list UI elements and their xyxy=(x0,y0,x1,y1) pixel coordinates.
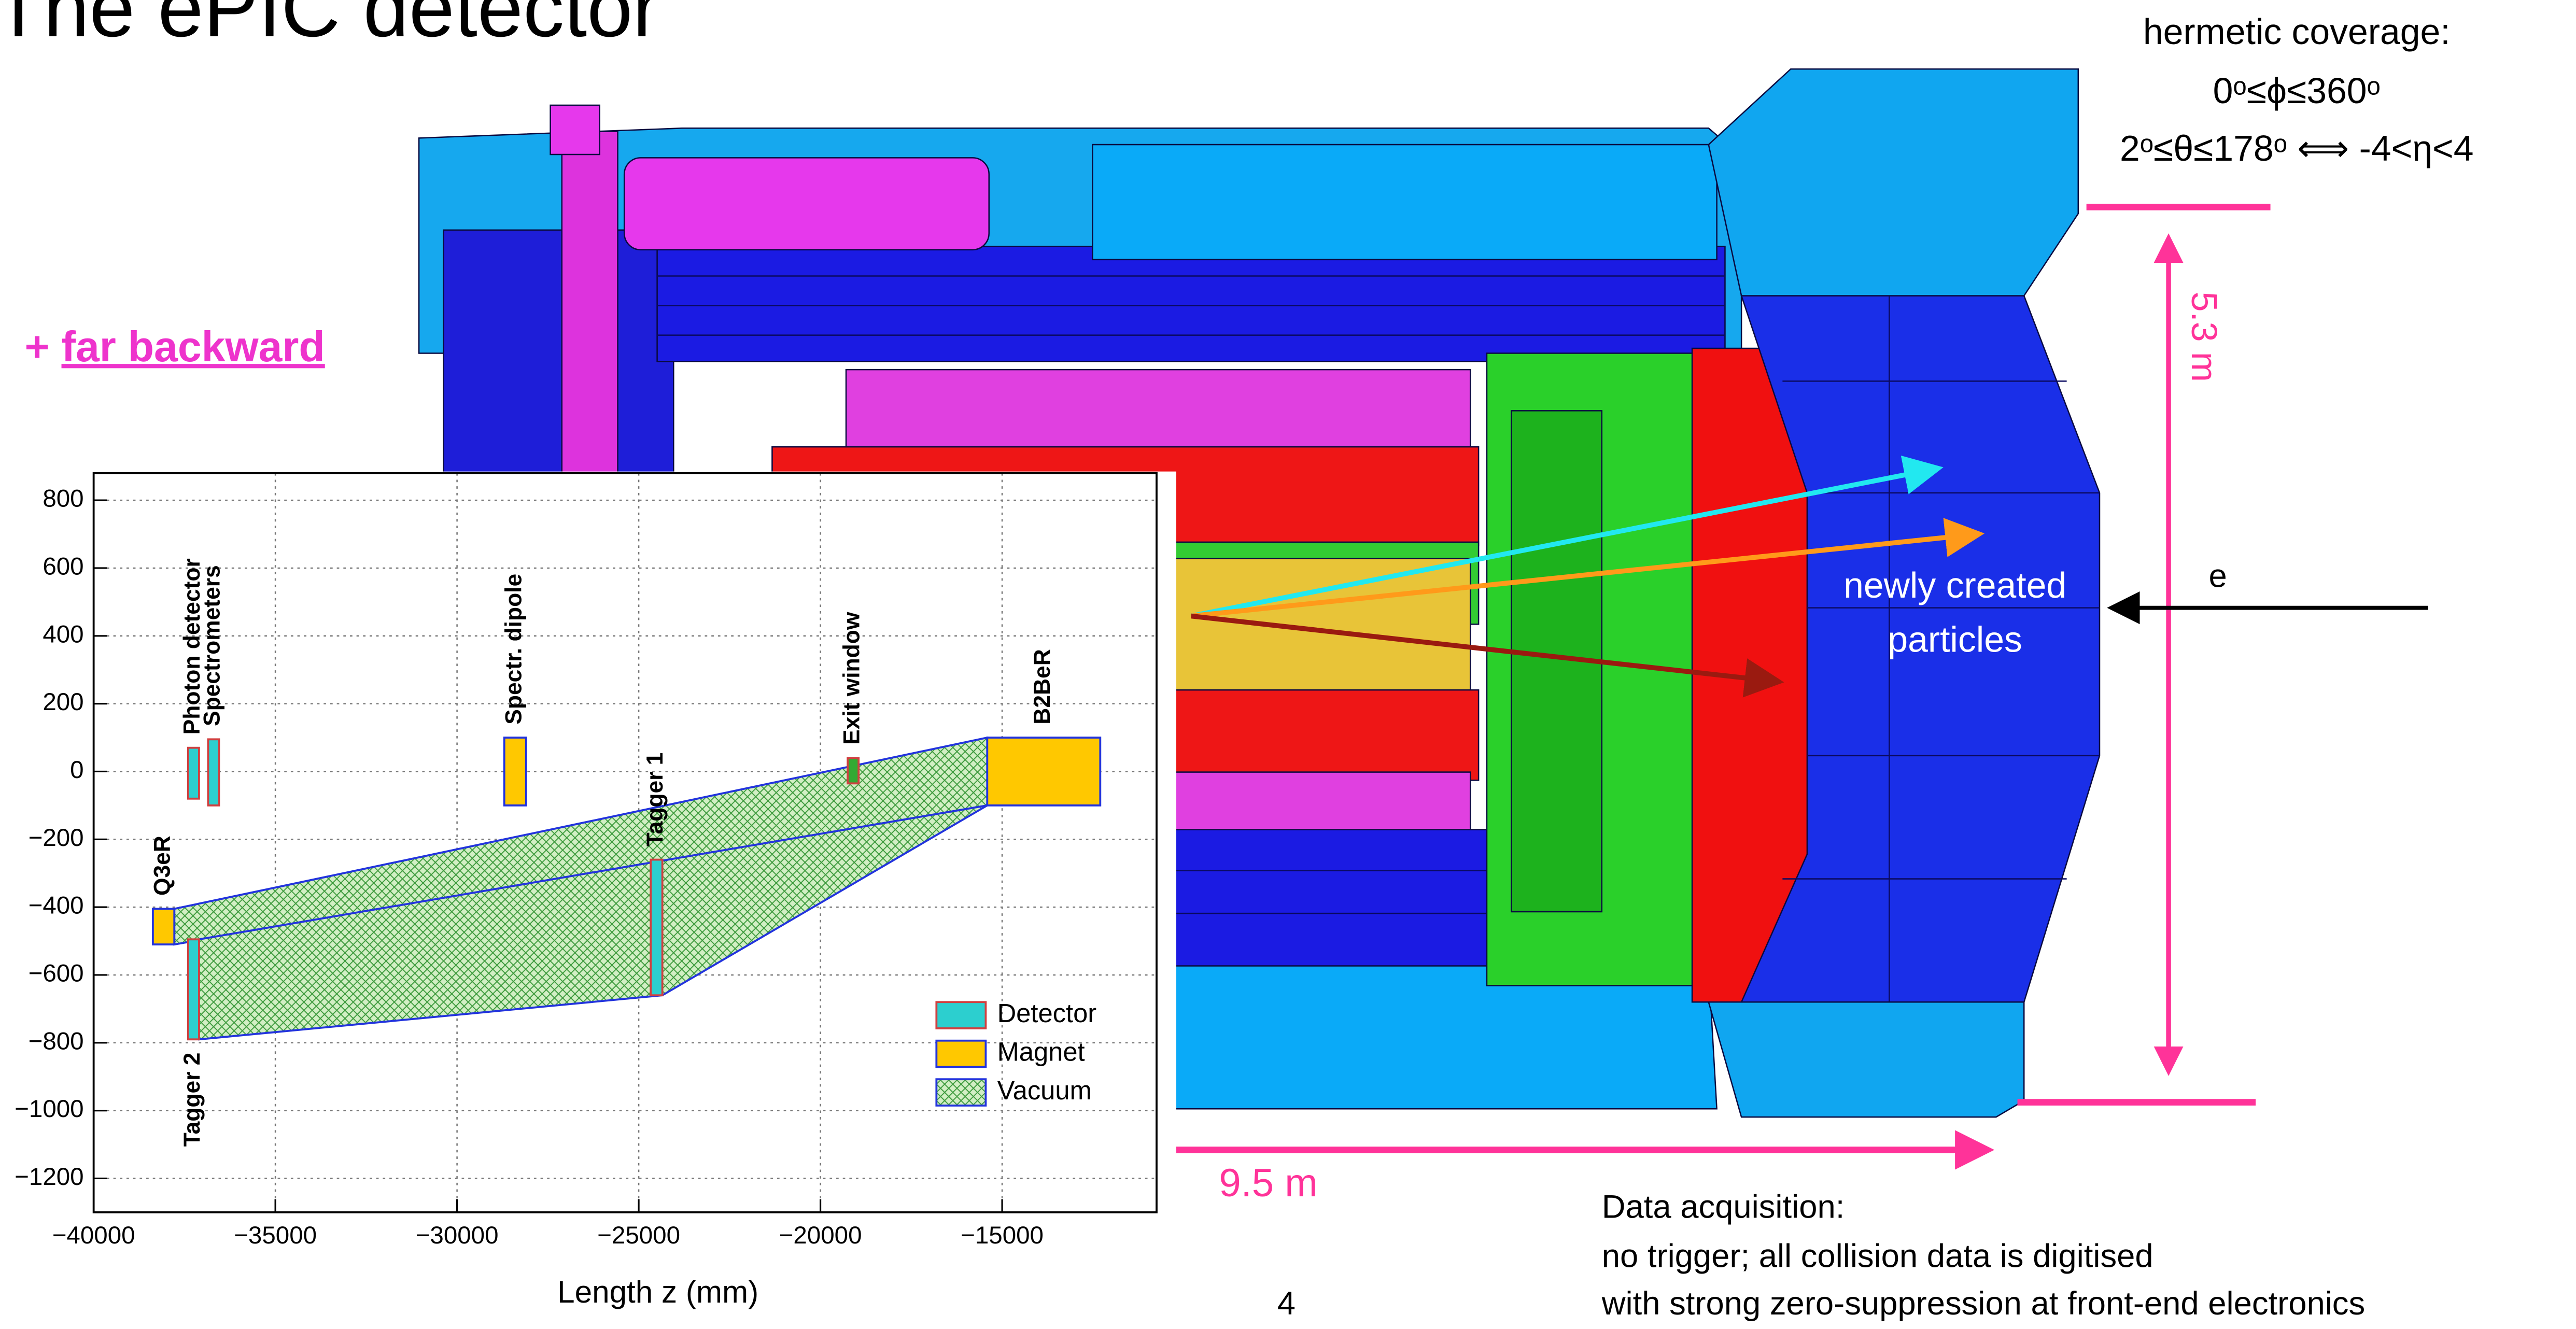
element-label: Tagger 1 xyxy=(642,753,668,847)
barrel-red-lower xyxy=(1150,690,1479,780)
slide-title: The ePIC detector xyxy=(0,0,660,54)
length-label: 9.5 m xyxy=(1219,1161,1317,1205)
legend-swatch xyxy=(936,1041,986,1067)
x-tick-label: −15000 xyxy=(961,1222,1044,1249)
legend-label: Detector xyxy=(997,998,1097,1028)
beam-label: e xyxy=(2209,558,2227,594)
coverage-text: 0ᵒ≤ϕ≤360ᵒ xyxy=(2213,70,2381,111)
body: The ePIC detector xyxy=(0,0,2576,1329)
legend-label: Vacuum xyxy=(997,1076,1092,1105)
y-tick-label: 200 xyxy=(43,688,83,716)
x-tick-label: −40000 xyxy=(52,1222,135,1249)
element-label: B2BeR xyxy=(1030,649,1055,724)
y-tick-label: 800 xyxy=(43,485,83,513)
beamline-element xyxy=(188,748,199,799)
y-tick-label: −600 xyxy=(29,960,84,987)
element-label: Exit window xyxy=(839,612,864,745)
beam-pipe-vertical xyxy=(562,132,618,497)
y-tick-label: −1200 xyxy=(15,1163,83,1191)
daq-text: Data acquisition: xyxy=(1602,1189,1845,1225)
far-backward: + far backward xyxy=(25,323,325,371)
element-label: Spectr. dipole xyxy=(501,574,526,725)
beamline-element xyxy=(504,738,526,805)
daq-text: no trigger; all collision data is digiti… xyxy=(1602,1238,2153,1274)
y-tick-label: −200 xyxy=(29,824,84,852)
barrel-upper xyxy=(657,246,1725,361)
element-label: Tagger 2 xyxy=(179,1053,205,1147)
beamline-element xyxy=(188,939,199,1039)
x-axis-label: Length z (mm) xyxy=(557,1274,758,1309)
slide: The ePIC detector xyxy=(0,0,2576,1329)
beamline-element xyxy=(153,909,174,944)
legend-swatch xyxy=(936,1079,986,1106)
barrel-outer-lower xyxy=(1150,966,1716,1109)
y-tick-label: −400 xyxy=(29,892,84,920)
y-tick-label: −800 xyxy=(29,1027,84,1055)
frame-top xyxy=(1709,69,2078,295)
y-tick-label: 400 xyxy=(43,620,83,648)
y-tick-label: 600 xyxy=(43,553,83,581)
y-tick-label: 0 xyxy=(70,756,83,784)
particles-label: newly created xyxy=(1843,565,2066,605)
barrel-block xyxy=(1092,145,1716,260)
y-tick-label: −1000 xyxy=(15,1095,83,1123)
beam-pipe xyxy=(624,158,989,249)
far-backward-link: far backward xyxy=(62,323,325,371)
beamline-element xyxy=(848,758,858,783)
frame-bottom xyxy=(1709,1002,2024,1117)
beamline-element xyxy=(651,860,662,996)
particles-label: particles xyxy=(1888,619,2022,660)
page: ePIC detector slide {"slide": {"title": … xyxy=(0,0,2576,1329)
x-tick-label: −30000 xyxy=(416,1222,499,1249)
legend-label: Magnet xyxy=(997,1037,1085,1066)
coverage-text: 2ᵒ≤θ≤178ᵒ ⟺ -4<η<4 xyxy=(2120,128,2474,168)
x-tick-label: −20000 xyxy=(779,1222,862,1249)
pipe-flange xyxy=(551,105,600,154)
inset-chart: −40000 −35000 −30000 −25000 −20000 −15000 −120… xyxy=(0,472,1176,1329)
backward-block xyxy=(444,230,674,493)
beamline-element xyxy=(987,738,1100,805)
prefix: + xyxy=(25,323,50,371)
element-label: Q3eR xyxy=(149,836,175,896)
element-label: Spectrometers xyxy=(200,565,225,726)
height-label: 5.3 m xyxy=(2184,292,2225,382)
x-tick-label: −25000 xyxy=(597,1222,680,1249)
page-number: 4 xyxy=(1277,1285,1296,1322)
legend-swatch xyxy=(936,1002,986,1028)
x-tick-label: −35000 xyxy=(234,1222,317,1249)
beamline-element xyxy=(208,739,219,805)
daq-text: with strong zero-suppression at front-en… xyxy=(1601,1285,2365,1322)
coverage-text: hermetic coverage: xyxy=(2143,11,2451,52)
